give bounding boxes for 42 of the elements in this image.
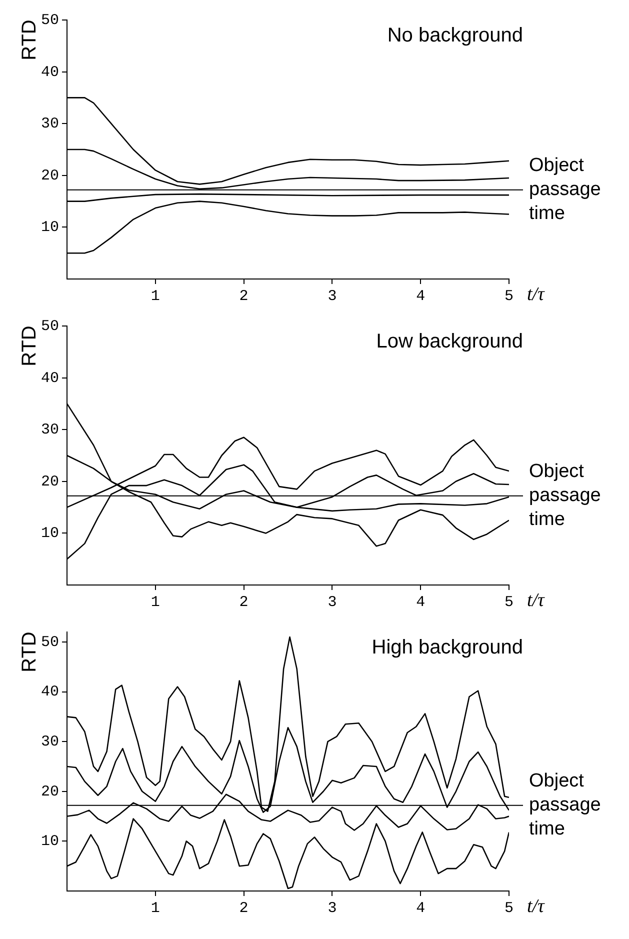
y-tick-label: 50 [40,12,60,29]
x-tick-label: 4 [416,900,426,917]
y-tick-label: 20 [40,783,60,800]
x-tick-label: 1 [150,288,160,305]
y-tick-label: 10 [40,219,60,236]
y-tick-label: 30 [40,734,60,751]
x-axis-title: t/τ [527,896,546,917]
x-tick-label: 3 [328,900,337,917]
x-axis-title: t/τ [527,590,546,611]
chart-title: No background [387,24,523,47]
y-tick-label: 20 [40,473,60,490]
x-tick-label: 5 [504,288,514,305]
x-tick-label: 1 [150,594,160,611]
x-tick-label: 4 [416,594,426,611]
x-tick-label: 2 [239,288,248,305]
chart-title: Low background [376,330,523,353]
y-tick-label: 20 [40,167,60,184]
y-tick-label: 10 [40,525,60,542]
x-tick-label: 5 [504,594,514,611]
y-axis-title: RTD [18,20,41,60]
y-tick-label: 30 [40,422,60,439]
y-tick-label: 40 [40,684,60,701]
x-tick-label: 5 [504,900,514,917]
x-tick-label: 3 [328,594,337,611]
y-axis-title: RTD [18,326,41,366]
y-tick-label: 30 [40,116,60,133]
y-tick-label: 40 [40,64,60,81]
y-tick-label: 50 [40,318,60,335]
y-axis-title: RTD [18,632,41,672]
ref-line-label: Object passage time [529,461,601,530]
x-tick-label: 3 [328,288,337,305]
chart-title: High background [372,636,523,659]
y-tick-label: 10 [40,833,60,850]
x-axis-title: t/τ [527,284,546,305]
ref-line-label: Object passage time [529,770,601,840]
x-tick-label: 2 [239,594,248,611]
x-tick-label: 2 [239,900,248,917]
ref-line-label: Object passage time [529,155,601,224]
x-tick-label: 4 [416,288,426,305]
y-tick-label: 40 [40,370,60,387]
x-tick-label: 1 [150,900,160,917]
y-tick-label: 50 [40,634,60,651]
